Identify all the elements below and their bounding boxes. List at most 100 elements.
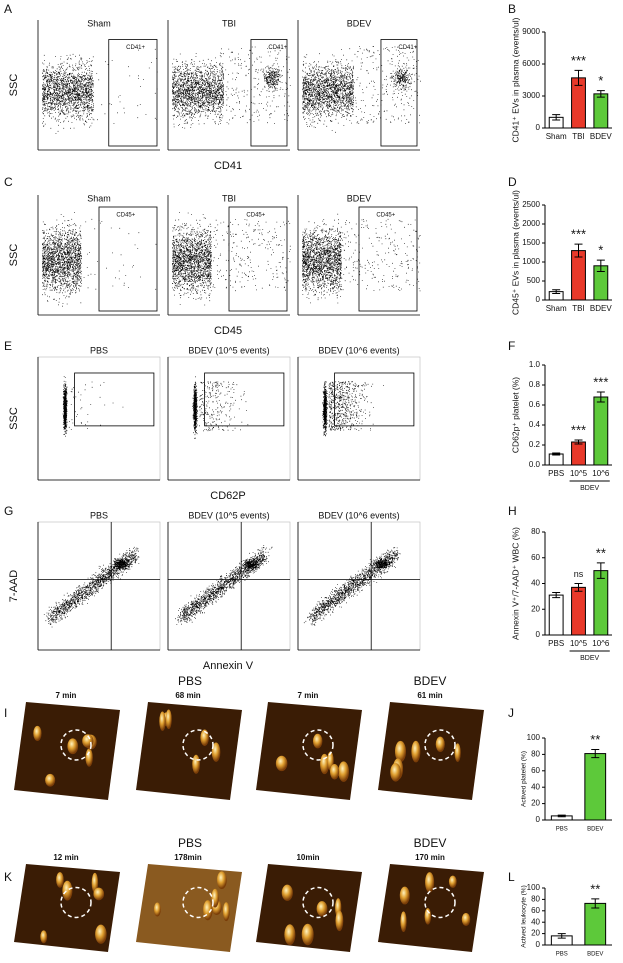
group-label: PBS — [178, 674, 202, 688]
event-dots — [302, 213, 421, 304]
x-tick-label: 10^5 — [570, 639, 588, 648]
error-bar — [574, 69, 583, 86]
event-dots — [302, 46, 421, 133]
y-tick-label: 0 — [536, 815, 541, 824]
time-label: 170 min — [415, 853, 445, 862]
afm-particle — [461, 912, 471, 926]
y-axis-label: Annexin V⁺/7-AAD⁺ WBC (%) — [510, 527, 520, 640]
plot-frame — [167, 356, 291, 481]
group-label: BDEV — [580, 655, 599, 662]
significance: ** — [590, 732, 600, 747]
plot-title: TBI — [222, 18, 236, 28]
y-tick-label: 60 — [531, 766, 540, 775]
x-tick-label: BDEV — [587, 952, 603, 958]
plot-title: BDEV (10^5 events) — [188, 510, 269, 520]
afm-particle — [33, 725, 42, 742]
y-tick-label: 2500 — [522, 200, 540, 209]
afm-particle — [390, 763, 402, 782]
y-tick-label: 2000 — [522, 219, 540, 228]
gate — [228, 206, 288, 312]
bar — [571, 250, 586, 301]
highlight-circle — [302, 729, 334, 761]
y-axis-label: SSC — [8, 74, 20, 97]
afm-particle — [216, 871, 227, 890]
afm-particle — [40, 930, 48, 944]
afm-particle — [448, 875, 457, 888]
y-tick-label: 0.2 — [529, 440, 541, 449]
highlight-circle — [60, 886, 92, 919]
significance: ** — [596, 545, 606, 560]
plot-title: BDEV (10^6 events) — [318, 510, 399, 520]
plot-frame — [167, 521, 291, 651]
significance: *** — [571, 422, 586, 437]
gate — [334, 372, 415, 427]
bar — [593, 93, 609, 129]
plot-title: BDEV (10^6 events) — [318, 345, 399, 355]
afm-particle — [329, 763, 340, 780]
y-tick-label: 80 — [531, 527, 540, 536]
panel-letter: F — [508, 339, 515, 353]
event-dots — [43, 546, 140, 628]
plot-title: PBS — [90, 345, 108, 355]
y-tick-label: 0 — [536, 630, 541, 639]
y-tick-label: 0.8 — [529, 380, 541, 389]
gate-label: CD41+ — [398, 45, 417, 51]
afm-particle — [153, 902, 161, 917]
y-tick-label: 20 — [531, 929, 540, 938]
afm-particle — [435, 736, 445, 753]
event-dots — [62, 376, 124, 437]
event-dots — [175, 545, 273, 625]
x-axis-label: Annexin V — [203, 660, 254, 672]
plot-title: TBI — [222, 193, 236, 203]
y-tick-label: 1.0 — [529, 360, 541, 369]
gate — [250, 39, 288, 147]
gate-label: CD45+ — [116, 213, 135, 219]
error-bar — [596, 259, 605, 272]
gate — [74, 372, 155, 427]
panel-letter: D — [508, 175, 517, 189]
event-dots — [172, 212, 291, 306]
afm-particle — [192, 754, 200, 774]
plot-title: BDEV (10^5 events) — [188, 345, 269, 355]
x-tick-label: PBS — [556, 827, 568, 833]
x-tick-label: Sham — [546, 132, 567, 141]
x-axis-label: CD41 — [214, 160, 242, 172]
gate — [108, 39, 158, 147]
afm-particle — [400, 911, 407, 932]
afm-particle — [93, 887, 105, 901]
y-tick-label: 3000 — [522, 91, 540, 100]
y-axis-label: CD45⁺ EVs in plasma (events/ul) — [510, 190, 520, 315]
gate — [358, 206, 418, 312]
time-label: 7 min — [298, 691, 319, 700]
error-bar — [574, 583, 583, 592]
afm-particle — [211, 742, 221, 762]
gate-label: CD45+ — [376, 213, 395, 219]
afm-particle — [62, 880, 73, 901]
y-axis-label: 7-AAD — [8, 570, 20, 602]
afm-particle — [85, 748, 93, 767]
significance: ** — [590, 881, 600, 896]
x-tick-label: TBI — [572, 132, 584, 141]
afm-particle — [425, 872, 435, 893]
y-tick-label: 0.6 — [529, 400, 541, 409]
y-tick-label: 1000 — [522, 257, 540, 266]
y-tick-label: 0 — [536, 295, 541, 304]
afm-particle — [338, 761, 350, 782]
y-tick-label: 80 — [531, 750, 540, 759]
gate — [98, 206, 158, 312]
plot-title: Sham — [87, 193, 111, 203]
afm-image — [378, 702, 484, 800]
afm-image — [14, 702, 120, 800]
y-axis-label: Actived leukocyte (%) — [521, 885, 528, 948]
y-tick-label: 40 — [531, 917, 540, 926]
y-tick-label: 60 — [531, 906, 540, 915]
time-label: 12 min — [53, 853, 78, 862]
y-tick-label: 9000 — [522, 27, 540, 36]
afm-particle — [281, 884, 293, 901]
significance: ns — [574, 569, 584, 579]
highlight-circle — [60, 729, 92, 761]
error-bar — [596, 90, 605, 98]
panel-letter: L — [508, 870, 515, 884]
afm-particle — [284, 924, 296, 946]
y-tick-label: 40 — [531, 782, 540, 791]
